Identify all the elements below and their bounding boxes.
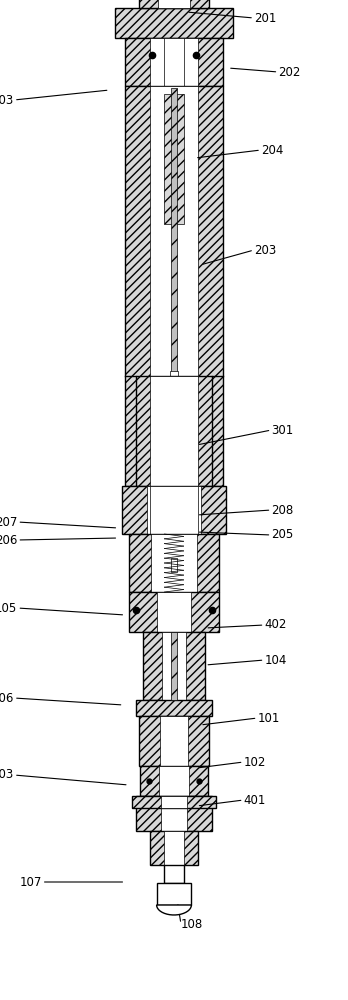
Bar xyxy=(150,38,198,86)
Text: 204: 204 xyxy=(261,143,283,156)
Bar xyxy=(136,796,212,831)
Bar xyxy=(170,371,178,391)
Text: 108: 108 xyxy=(181,918,203,930)
Text: 301: 301 xyxy=(271,424,294,436)
Text: 403: 403 xyxy=(0,94,14,106)
Text: 402: 402 xyxy=(264,618,287,632)
Bar xyxy=(157,883,191,905)
Bar xyxy=(125,38,223,86)
Text: 208: 208 xyxy=(271,504,294,516)
Text: 102: 102 xyxy=(244,756,266,768)
Text: 206: 206 xyxy=(0,534,17,546)
Bar xyxy=(171,558,177,572)
Text: 201: 201 xyxy=(254,11,276,24)
Bar xyxy=(140,766,208,796)
Text: 105: 105 xyxy=(0,601,17,614)
Bar xyxy=(129,592,219,632)
Bar xyxy=(115,8,233,38)
Polygon shape xyxy=(157,905,191,915)
Text: 203: 203 xyxy=(254,243,276,256)
Text: 202: 202 xyxy=(278,66,301,79)
Bar xyxy=(158,0,190,8)
Bar xyxy=(139,0,209,8)
Bar xyxy=(136,700,212,716)
Bar xyxy=(129,534,219,592)
Bar xyxy=(164,831,184,865)
Text: 207: 207 xyxy=(0,516,17,528)
Bar xyxy=(150,486,198,534)
Bar xyxy=(139,716,209,766)
Bar xyxy=(164,865,184,883)
Text: 401: 401 xyxy=(244,794,266,806)
Bar xyxy=(171,632,177,700)
Text: 103: 103 xyxy=(0,768,14,782)
Bar xyxy=(171,88,177,648)
Bar xyxy=(136,376,212,486)
Text: 106: 106 xyxy=(0,692,14,704)
Bar xyxy=(161,796,187,808)
Bar xyxy=(151,534,197,592)
Text: 205: 205 xyxy=(271,528,294,542)
Text: 101: 101 xyxy=(258,712,280,724)
Bar xyxy=(164,94,184,224)
Text: 104: 104 xyxy=(264,654,287,666)
Bar xyxy=(164,38,183,86)
Bar xyxy=(125,86,223,486)
Bar xyxy=(132,796,216,808)
Bar xyxy=(161,796,187,831)
Bar xyxy=(162,632,186,700)
Bar xyxy=(122,486,226,534)
Bar xyxy=(150,831,198,865)
Text: 107: 107 xyxy=(19,876,42,888)
Bar xyxy=(150,376,198,486)
Bar xyxy=(157,592,190,632)
Bar xyxy=(150,86,198,486)
Bar xyxy=(159,766,189,796)
Bar xyxy=(143,632,205,700)
Bar xyxy=(160,716,188,766)
Bar xyxy=(147,486,201,534)
